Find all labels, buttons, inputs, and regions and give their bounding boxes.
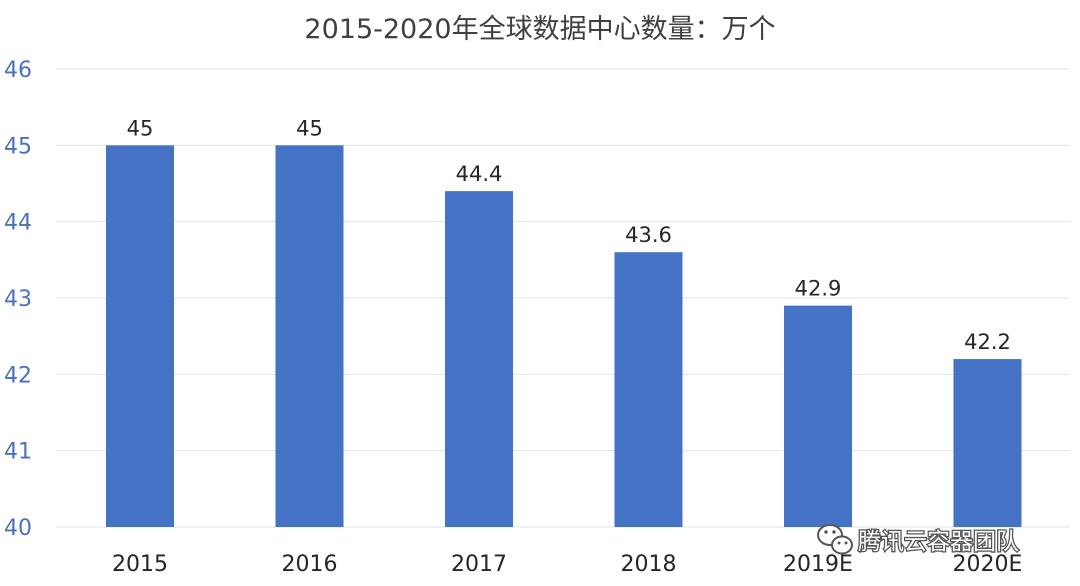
x-tick-label: 2016 <box>282 552 338 577</box>
bar <box>953 359 1022 527</box>
data-labels: 45 45 44.4 43.6 42.9 42.2 <box>127 116 1011 354</box>
y-tick-label: 42 <box>4 363 32 388</box>
watermark-text: 腾讯云容器团队 <box>858 529 1019 555</box>
y-tick-label: 41 <box>4 440 32 465</box>
y-tick-label: 44 <box>4 211 32 236</box>
y-tick-label: 43 <box>4 287 32 312</box>
x-tick-label: 2018 <box>621 552 677 577</box>
data-label: 45 <box>296 116 323 140</box>
y-tick-label: 45 <box>4 134 32 159</box>
data-label: 43.6 <box>625 223 672 247</box>
bar <box>784 305 852 527</box>
data-label: 44.4 <box>456 162 503 186</box>
bar <box>614 252 683 527</box>
x-tick-label: 2020E <box>953 552 1023 577</box>
bar <box>106 145 174 528</box>
y-axis: 40 41 42 43 44 45 46 <box>4 58 32 541</box>
bar <box>445 191 513 527</box>
data-label: 42.2 <box>964 330 1011 354</box>
data-label: 45 <box>127 116 154 140</box>
x-axis: 2015 2016 2017 2018 2019E 2020E <box>112 552 1022 577</box>
bars <box>106 145 1022 528</box>
gridlines <box>56 68 1070 528</box>
y-tick-label: 46 <box>4 58 32 83</box>
x-tick-label: 2019E <box>783 552 853 577</box>
wechat-icon <box>817 524 853 555</box>
watermark: 腾讯云容器团队 <box>817 524 1020 556</box>
chart-title: 2015-2020年全球数据中心数量：万个 <box>304 14 775 45</box>
y-tick-label: 40 <box>4 516 32 541</box>
x-tick-label: 2017 <box>451 552 507 577</box>
bar <box>275 145 344 528</box>
data-label: 42.9 <box>795 277 842 301</box>
x-tick-label: 2015 <box>112 552 168 577</box>
